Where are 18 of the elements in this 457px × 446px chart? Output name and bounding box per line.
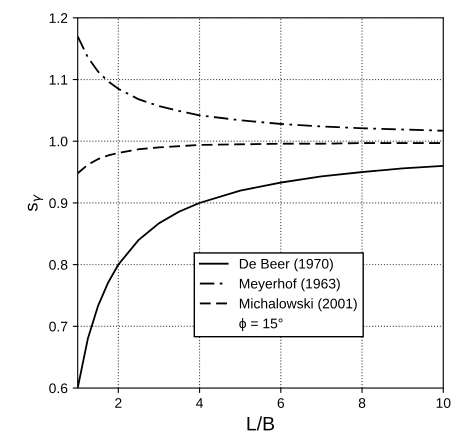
- x-tick-label: 10: [436, 398, 450, 408]
- y-tick-label: 1.2: [50, 13, 68, 23]
- x-tick-label: 6: [278, 398, 284, 408]
- y-axis-title: s$_{γ}$: [28, 194, 44, 212]
- annotation: ϕ = 15°: [239, 318, 283, 332]
- legend-label: De Beer (1970): [240, 258, 333, 272]
- x-tick-label: 2: [115, 398, 122, 408]
- y-tick-label: 0.9: [49, 198, 68, 208]
- y-tick-label: 1.1: [50, 75, 68, 85]
- x-axis-title: L/B: [247, 416, 274, 431]
- y-tick-label: 0.7: [49, 322, 68, 332]
- legend-label: Michalowski (2001): [240, 298, 357, 312]
- legend-label: Meyerhof (1963): [240, 278, 340, 292]
- x-tick-label: 8: [358, 398, 366, 408]
- y-tick-label: 0.6: [49, 383, 68, 394]
- y-tick-label: 1.0: [50, 136, 68, 146]
- y-tick-label: 0.8: [49, 260, 68, 270]
- x-tick-label: 4: [196, 398, 204, 408]
